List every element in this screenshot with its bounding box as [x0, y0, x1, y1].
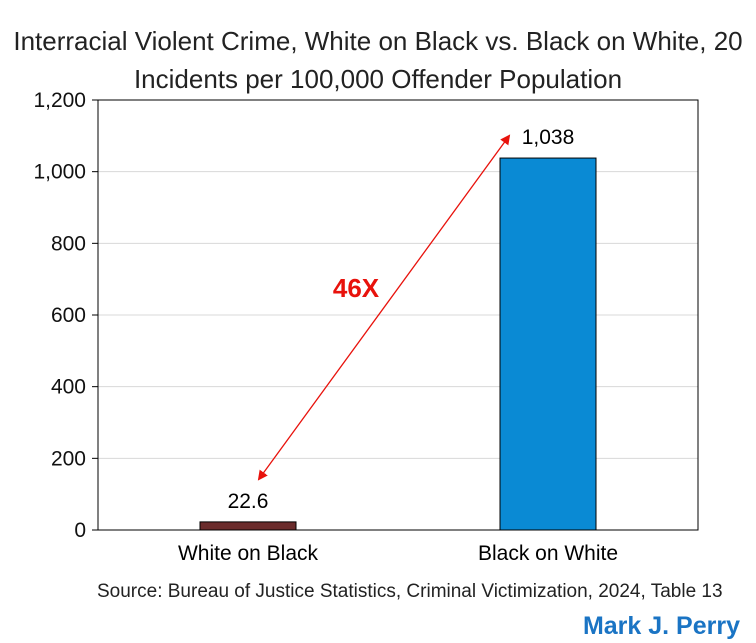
- y-axis-ticks: 0 200 400 600 800 1,000 1,200: [33, 89, 98, 542]
- bar: [199, 521, 297, 531]
- bars: [199, 157, 597, 531]
- category-labels: White on Black Black on White: [178, 542, 618, 565]
- chart-subtitle: Incidents per 100,000 Offender Populatio…: [134, 64, 622, 94]
- author-credit: Mark J. Perry: [583, 612, 740, 640]
- y-tick-label: 1,000: [33, 161, 86, 184]
- y-tick-label: 800: [51, 232, 86, 255]
- growth-annotation: 46X: [257, 134, 511, 481]
- y-tick-label: 0: [74, 519, 86, 542]
- annotation-label: 46X: [333, 273, 380, 303]
- plot-frame: [97, 99, 699, 531]
- y-tick-label: 600: [51, 304, 86, 327]
- category-label: Black on White: [478, 542, 618, 565]
- data-label: 1,038: [522, 126, 575, 149]
- data-labels: 22.6 1,038: [228, 126, 575, 513]
- y-tick-label: 400: [51, 376, 86, 399]
- y-tick-label: 200: [51, 447, 86, 470]
- data-label: 22.6: [228, 490, 269, 513]
- chart-title: Interracial Violent Crime, White on Blac…: [13, 26, 742, 56]
- annotation-arrow: [257, 134, 511, 481]
- bar: [499, 157, 597, 531]
- grid-lines: [98, 171, 698, 459]
- category-label: White on Black: [178, 542, 319, 565]
- y-tick-label: 1,200: [33, 89, 86, 112]
- source-note: Source: Bureau of Justice Statistics, Cr…: [97, 581, 723, 602]
